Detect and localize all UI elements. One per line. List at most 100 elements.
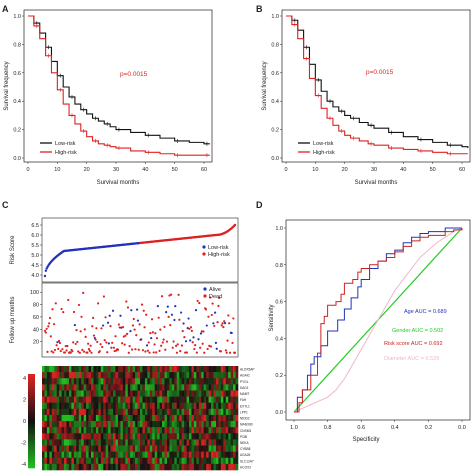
heatmap-cell	[113, 439, 116, 446]
heatmap-cell	[64, 396, 67, 404]
color-scale-step	[28, 465, 35, 469]
heatmap-cell	[206, 427, 209, 434]
heatmap-gene-label: FAH	[240, 398, 247, 402]
heatmap-cell	[88, 421, 92, 428]
heatmap-gene-label: PYGL	[240, 380, 249, 384]
heatmap-cell	[42, 439, 45, 446]
heatmap-cell	[191, 451, 195, 459]
heatmap-cell	[206, 402, 209, 410]
heatmap-cell	[157, 421, 160, 428]
heatmap-cell	[103, 408, 106, 416]
heatmap-cell	[78, 402, 82, 410]
heatmap-cell	[59, 408, 62, 416]
heatmap-cell	[137, 421, 141, 428]
heatmap-cell	[100, 421, 104, 428]
heatmap-cell	[64, 414, 67, 422]
heatmap-cell	[68, 366, 72, 373]
panel-a-p-value: p=0.0015	[120, 71, 148, 78]
heatmap-cell	[46, 372, 50, 379]
heatmap-cell	[46, 378, 50, 385]
heatmap-cell	[110, 402, 114, 410]
heatmap-cell	[44, 402, 48, 410]
heatmap-cell	[176, 421, 180, 428]
heatmap-cell	[130, 451, 133, 459]
heatmap-cell	[98, 433, 102, 440]
heatmap-cell	[174, 372, 178, 379]
heatmap-cell	[56, 408, 60, 416]
panel-b-x-tick-label: 0	[284, 167, 287, 173]
color-scale-step	[28, 376, 35, 379]
heatmap-cell	[201, 439, 204, 446]
heatmap-cell	[49, 372, 53, 379]
heatmap-cell	[68, 402, 72, 410]
follow-up-point	[58, 341, 62, 345]
heatmap-cell	[235, 439, 239, 446]
heatmap-cell	[230, 396, 234, 404]
heatmap-cell	[110, 378, 114, 385]
heatmap-cell	[211, 414, 214, 422]
follow-up-point	[121, 326, 125, 329]
follow-up-point	[60, 307, 63, 311]
heatmap-cell	[137, 451, 141, 459]
heatmap-cell	[103, 463, 106, 471]
follow-up-point	[107, 342, 110, 345]
heatmap-cell	[78, 421, 82, 428]
heatmap-cell	[213, 433, 217, 440]
heatmap-cell	[164, 439, 168, 446]
heatmap-cell	[88, 390, 92, 397]
heatmap-cell	[130, 439, 133, 446]
heatmap-gene-label: MAMT	[240, 392, 249, 396]
heatmap-cell	[91, 427, 94, 434]
heatmap-cell	[193, 402, 197, 410]
heatmap-cell	[174, 451, 178, 459]
panel-a-x-tick-label: 50	[172, 167, 178, 173]
heatmap-cell	[233, 451, 236, 459]
heatmap-cell	[171, 463, 175, 471]
heatmap-cell	[56, 414, 60, 422]
follow-up-point	[114, 335, 117, 338]
heatmap-cell	[154, 378, 158, 385]
heatmap-cell	[78, 414, 82, 422]
follow-up-point	[103, 339, 106, 342]
follow-up-point	[92, 334, 96, 337]
heatmap-cell	[100, 390, 104, 397]
follow-up-point	[194, 309, 198, 312]
heatmap-cell	[144, 390, 148, 397]
heatmap-cell	[159, 396, 163, 404]
heatmap-cell	[120, 372, 124, 379]
follow-up-point	[54, 302, 57, 305]
heatmap-cell	[174, 402, 178, 410]
panel-d-x-tick-label: 0.0	[458, 425, 466, 431]
heatmap-cell	[76, 457, 80, 465]
heatmap-gene-label: ALOX5AP	[240, 368, 255, 372]
heatmap-cell	[64, 421, 67, 428]
heatmap-cell	[54, 366, 57, 373]
heatmap-cell	[76, 402, 80, 410]
follow-up-point	[180, 344, 183, 347]
follow-up-point	[123, 343, 126, 346]
heatmap-cell	[235, 463, 239, 471]
heatmap-cell	[98, 427, 102, 434]
heatmap-cell	[184, 378, 187, 385]
heatmap-cell	[203, 427, 207, 434]
heatmap-cell	[130, 390, 133, 397]
heatmap-cell	[181, 439, 185, 446]
heatmap-cell	[91, 384, 94, 391]
heatmap-cell	[98, 384, 102, 391]
heatmap-cell	[115, 421, 119, 428]
heatmap-cell	[171, 427, 175, 434]
heatmap-cell	[130, 433, 133, 440]
heatmap-cell	[95, 384, 99, 391]
heatmap-cell	[46, 463, 50, 471]
heatmap-cell	[144, 372, 148, 379]
follow-up-point	[65, 349, 68, 352]
heatmap-cell	[61, 396, 65, 404]
risk-score-y-label: Risk Score	[10, 235, 16, 265]
heatmap-cell	[93, 390, 97, 397]
heatmap-cell	[225, 445, 229, 452]
heatmap-cell	[44, 390, 48, 397]
heatmap-cell	[95, 463, 99, 471]
follow-up-point	[152, 351, 155, 354]
heatmap-cell	[164, 366, 168, 373]
heatmap-cell	[76, 439, 80, 446]
